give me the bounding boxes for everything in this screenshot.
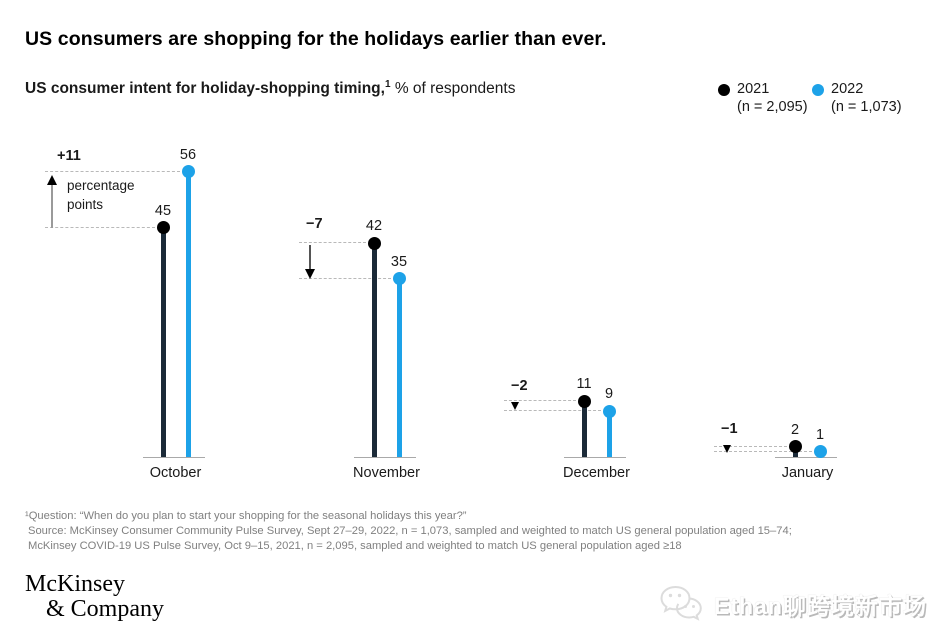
value-label-2021-november: 42 <box>365 218 383 235</box>
value-label-2022-november: 35 <box>390 253 408 270</box>
dash-2022-january <box>714 450 812 452</box>
dot-2021-december <box>577 394 591 408</box>
value-label-2021-january: 2 <box>790 421 800 438</box>
diff-arrowhead-october <box>47 174 57 185</box>
diff-label-december: −2 <box>511 378 528 394</box>
value-label-2022-december: 9 <box>604 386 614 403</box>
diff-label-october: +11 <box>57 148 81 164</box>
month-label-november: November <box>353 465 420 481</box>
month-label-october: October <box>149 465 202 481</box>
footnote-source-1: Source: McKinsey Consumer Community Puls… <box>28 525 792 537</box>
baseline-november <box>354 457 416 458</box>
diff-arrowhead-november <box>305 268 315 279</box>
diff-label-january: −1 <box>721 421 738 437</box>
legend-label-2022: 2022 <box>831 81 864 97</box>
bar-2022-october <box>185 171 191 457</box>
dash-2021-november <box>299 242 366 244</box>
diff-arrowhead-december <box>510 402 519 411</box>
legend-dot-2022 <box>812 84 824 96</box>
diff-label-november: −7 <box>306 216 323 232</box>
value-label-2021-october: 45 <box>154 202 172 219</box>
page-title: US consumers are shopping for the holida… <box>25 28 607 50</box>
baseline-december <box>564 457 626 458</box>
mckinsey-logo: McKinsey & Company <box>25 572 164 622</box>
diff-arrowhead-january <box>722 445 731 454</box>
diff-annotation: percentage points <box>67 178 135 212</box>
bar-2022-december <box>606 411 612 457</box>
subtitle-bold: US consumer intent for holiday-shopping … <box>25 80 385 98</box>
dash-2022-november <box>299 277 391 279</box>
value-label-2022-october: 56 <box>179 146 197 163</box>
dot-2022-january <box>813 445 827 459</box>
dash-2021-october <box>45 226 155 228</box>
subtitle-units: % of respondents <box>390 80 516 98</box>
dot-2021-october <box>156 221 170 235</box>
dot-2021-november <box>367 236 381 250</box>
footnote-question: ¹Question: “When do you plan to start yo… <box>25 510 467 522</box>
value-label-2021-december: 11 <box>576 376 592 392</box>
baseline-october <box>143 457 205 458</box>
month-label-december: December <box>563 465 630 481</box>
dot-2021-january <box>788 440 802 454</box>
bar-2021-december <box>581 401 587 457</box>
legend-item-2021: 2021 (n = 2,095) <box>718 80 808 116</box>
dash-2021-january <box>714 445 787 447</box>
month-label-january: January <box>781 465 834 481</box>
bar-2021-october <box>160 227 166 457</box>
legend-item-2022: 2022 (n = 1,073) <box>812 80 902 116</box>
legend-dot-2021 <box>718 84 730 96</box>
subtitle-footnote-marker: 1 <box>384 79 391 90</box>
diff-arrow-stem-november <box>309 245 311 270</box>
baseline-january <box>775 457 837 458</box>
bar-2022-november <box>396 278 402 457</box>
dash-2022-december <box>504 410 601 412</box>
chart-subtitle: US consumer intent for holiday-shopping … <box>25 79 515 98</box>
dot-2022-november <box>392 272 406 286</box>
bar-2021-november <box>371 243 377 457</box>
wechat-icon <box>660 585 702 621</box>
dot-2022-december <box>602 404 616 418</box>
watermark-text: Ethan聊跨境新市场 <box>714 593 927 619</box>
dot-2022-october <box>181 165 195 179</box>
logo-line-1: McKinsey <box>25 571 125 597</box>
watermark: Ethan聊跨境新市场 <box>658 584 927 624</box>
legend-n-2022: (n = 1,073) <box>831 99 902 115</box>
logo-line-2: & Company <box>46 596 164 622</box>
legend-label-2021: 2021 <box>737 81 770 97</box>
diff-arrow-stem-october <box>51 183 53 228</box>
dash-2021-december <box>504 400 576 401</box>
footnote: ¹Question: “When do you plan to start yo… <box>25 509 792 554</box>
value-label-2022-january: 1 <box>815 426 825 443</box>
dash-2022-october <box>45 170 180 172</box>
footnote-source-2: McKinsey COVID-19 US Pulse Survey, Oct 9… <box>28 540 682 552</box>
legend-n-2021: (n = 2,095) <box>737 99 808 115</box>
